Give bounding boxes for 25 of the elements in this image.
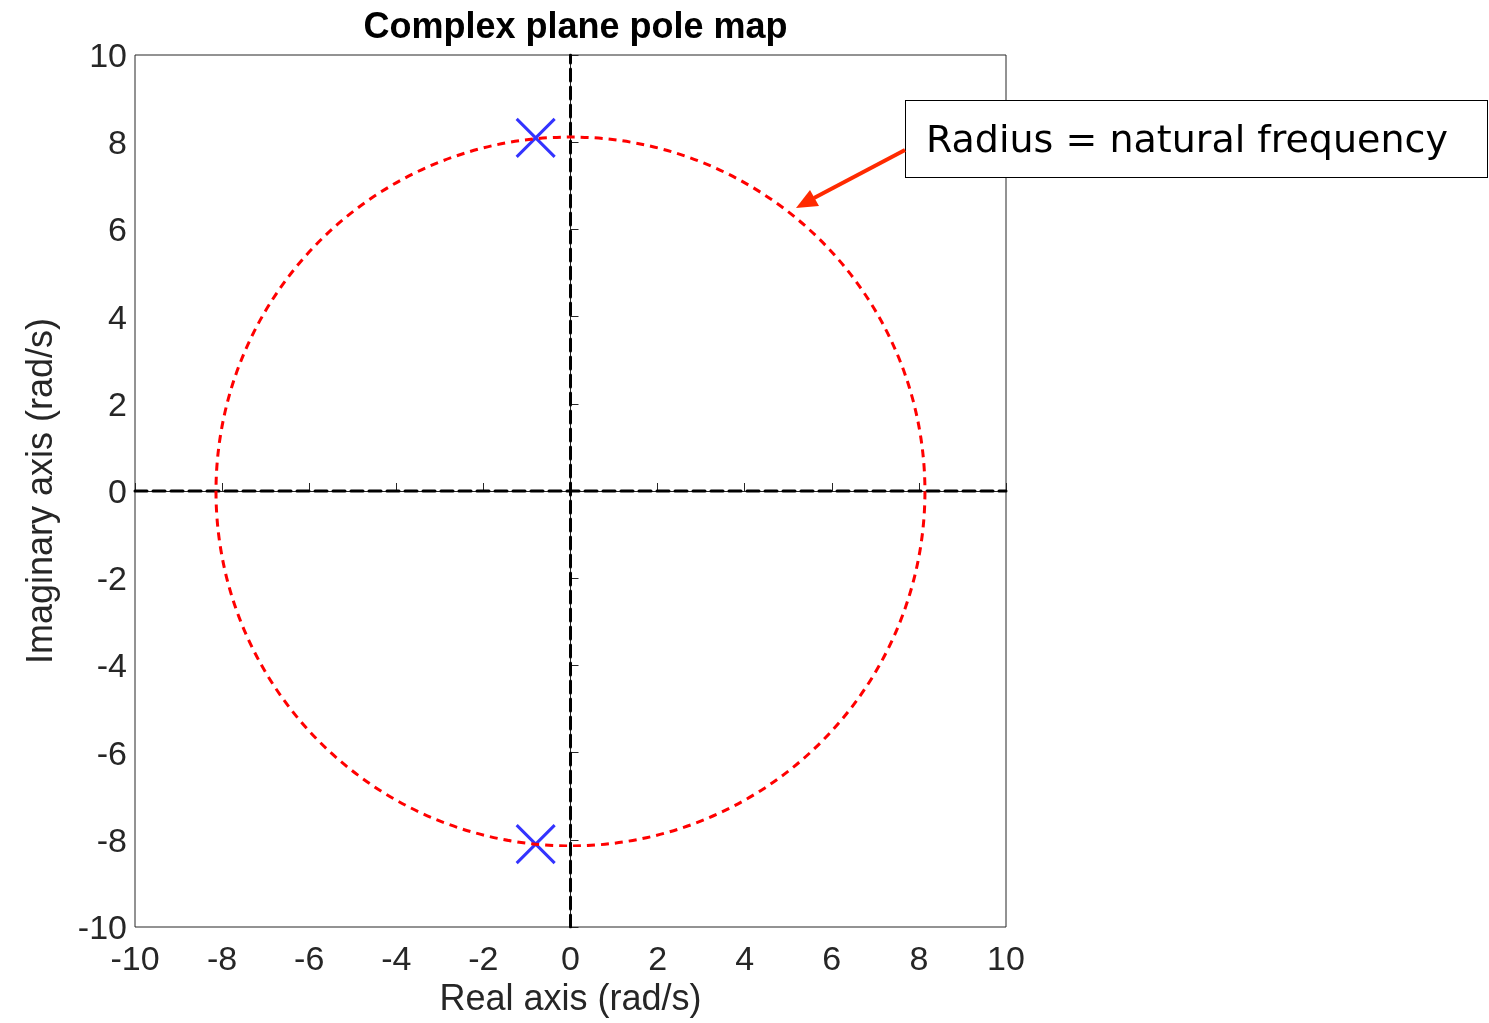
- y-tick-label: -4: [96, 646, 127, 685]
- chart-title: Complex plane pole map: [363, 4, 788, 46]
- x-tick-label: 0: [561, 939, 580, 977]
- x-tick-label: -8: [206, 939, 238, 977]
- y-tick-label: 6: [108, 210, 127, 249]
- x-tick-label: 8: [909, 939, 929, 977]
- annotation: Radius = natural frequency: [905, 100, 1488, 178]
- y-tick-label: -10: [77, 908, 127, 946]
- y-tick-label: -8: [96, 820, 127, 859]
- x-axis-title: Real axis (rad/s): [439, 977, 702, 1019]
- y-tick-label: -6: [96, 733, 127, 772]
- y-axis-title: Imaginary axis (rad/s): [18, 317, 60, 665]
- x-tick-label: -2: [468, 939, 499, 977]
- y-tick-label: 0: [108, 472, 127, 510]
- y-tick-label: 8: [108, 123, 127, 162]
- x-tick-label: 4: [735, 939, 755, 977]
- y-tick-label: 10: [89, 36, 127, 74]
- x-tick-label: -6: [294, 939, 325, 977]
- x-tick-label: 2: [648, 939, 668, 977]
- y-tick-label: 2: [108, 384, 127, 423]
- x-tick-label: 10: [987, 939, 1025, 977]
- x-tick-label: 6: [822, 939, 842, 977]
- x-tick-label: -4: [381, 939, 412, 977]
- y-tick-label: 4: [108, 297, 127, 336]
- y-tick-label: -2: [96, 559, 127, 598]
